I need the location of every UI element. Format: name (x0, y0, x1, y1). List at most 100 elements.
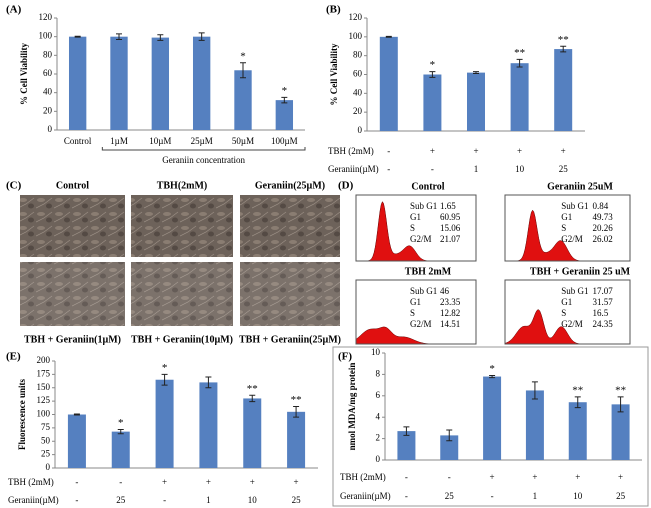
histogram (355, 326, 476, 345)
stat-value: 23.35 (440, 297, 461, 307)
error-bar (205, 376, 212, 389)
significance: * (240, 50, 246, 62)
treatment-value: + (294, 477, 299, 487)
treatment-value: - (448, 472, 451, 482)
treatment-value: + (575, 472, 580, 482)
micrograph (240, 262, 340, 326)
treatment-value: + (532, 472, 537, 482)
stat-label: S (561, 308, 566, 318)
y-tick-label: 0 (376, 454, 381, 464)
stat-label: G1 (410, 297, 421, 307)
error-bar (74, 35, 81, 38)
stat-value: 16.5 (593, 308, 609, 318)
treatment-value: + (490, 472, 495, 482)
plot-frame (355, 279, 477, 345)
treatment-value: - (431, 164, 434, 174)
stat-label: G2/M (561, 319, 583, 329)
bar (423, 74, 442, 131)
error-bar (249, 394, 256, 403)
significance: ** (247, 383, 258, 395)
stat-value: 17.07 (593, 286, 614, 296)
axis-line (384, 353, 642, 461)
treatment-label: TBH (2mM) (340, 472, 386, 482)
stat-value: 31.57 (593, 297, 614, 307)
bar (440, 435, 459, 460)
y-axis-label: Fluorescence units (17, 378, 27, 450)
treatment-label: Geraniin(µM) (8, 495, 59, 505)
error-bar (516, 58, 523, 68)
error-bar (116, 33, 122, 40)
y-tick-label: 0 (358, 125, 363, 135)
stat-label: S (561, 223, 566, 233)
error-bar (531, 381, 538, 400)
error-bar (281, 96, 288, 104)
bar (234, 70, 252, 130)
treatment-label: Geraniin(µM) (340, 491, 391, 501)
bar (199, 382, 218, 468)
error-bar (617, 396, 624, 413)
treatment-value: - (405, 491, 408, 501)
y-tick-label: 100 (349, 31, 363, 41)
significance: ** (291, 394, 302, 406)
bar (110, 36, 128, 130)
significance: ** (558, 34, 569, 46)
error-bar (446, 429, 453, 442)
error-bar (473, 71, 479, 75)
stat-label: Sub G1 (561, 201, 588, 211)
treatment-value: - (405, 472, 408, 482)
error-bar (73, 413, 80, 416)
panel-label: (B) (326, 4, 341, 16)
treatment-value: - (387, 146, 390, 156)
significance: ** (572, 384, 583, 396)
stat-label: Sub G1 (410, 201, 437, 211)
bar (397, 431, 416, 460)
y-tick-label: 120 (39, 12, 53, 22)
bar (192, 36, 211, 130)
y-tick-label: 75 (41, 422, 51, 432)
panel-label: (F) (338, 351, 352, 363)
y-tick-label: 8 (376, 368, 381, 378)
stat-label: G2/M (410, 234, 432, 244)
stat-value: 12.82 (440, 308, 460, 318)
y-tick-label: 60 (353, 69, 363, 79)
treatment-value: 10 (248, 495, 258, 505)
y-tick-label: 4 (376, 411, 381, 421)
plot-title: TBH + Geraniin 25 uM (530, 266, 631, 277)
treatment-label: TBH (2mM) (8, 477, 54, 487)
bar (111, 431, 130, 468)
stat-value: 46 (440, 286, 450, 296)
stat-value: 26.02 (593, 234, 613, 244)
stat-value: 20.26 (593, 223, 614, 233)
stat-label: S (410, 308, 415, 318)
error-bar (429, 71, 436, 78)
stat-label: Sub G1 (410, 286, 437, 296)
y-tick-label: 0 (46, 462, 51, 472)
image-title: TBH(2mM) (157, 180, 208, 191)
treatment-value: 25 (559, 164, 569, 174)
treatment-value: 25 (116, 495, 126, 505)
bar (243, 398, 262, 468)
micrograph (240, 195, 340, 257)
y-tick-label: 175 (37, 368, 51, 378)
treatment-value: + (473, 146, 478, 156)
bar (611, 404, 630, 460)
y-tick-label: 80 (353, 50, 363, 60)
x-tick-label: 100µM (271, 136, 298, 146)
y-axis-label: % Cell Viability (19, 43, 29, 106)
stat-value: 1.65 (440, 201, 456, 211)
stat-value: 24.35 (593, 319, 614, 329)
error-bar (560, 45, 567, 53)
treatment-value: - (75, 495, 78, 505)
image-title: Geraniin(25µM) (255, 180, 325, 191)
y-tick-label: 150 (37, 382, 51, 392)
stat-label: G2/M (410, 319, 432, 329)
bar (379, 36, 398, 132)
stat-value: 21.07 (440, 234, 461, 244)
treatment-value: + (250, 477, 255, 487)
treatment-label: TBH (2mM) (328, 146, 374, 156)
axis-line (54, 361, 318, 469)
treatment-value: 1 (474, 164, 479, 174)
treatment-value: + (517, 146, 522, 156)
bar (68, 36, 87, 130)
